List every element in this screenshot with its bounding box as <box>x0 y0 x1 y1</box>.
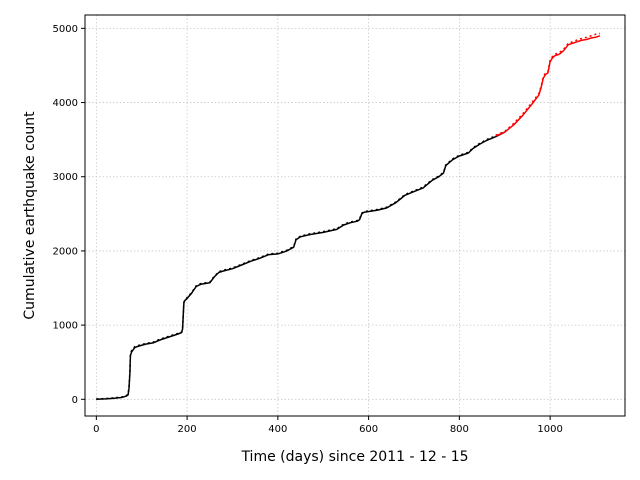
x-tick-label: 0 <box>93 424 99 435</box>
y-tick-label: 3000 <box>53 172 78 183</box>
y-axis-label: Cumulative earthquake count <box>22 111 38 320</box>
series-line-black-dashed <box>96 130 506 400</box>
x-tick-label: 1000 <box>537 424 562 435</box>
series-line-red-dashed <box>495 32 601 136</box>
y-tick-label: 0 <box>72 395 78 406</box>
y-tick-label: 2000 <box>53 246 78 257</box>
x-tick-label: 200 <box>178 424 197 435</box>
x-tick-label: 400 <box>268 424 287 435</box>
x-tick-label: 600 <box>359 424 378 435</box>
x-axis: 0 200 400 600 800 1000 <box>93 416 563 435</box>
x-tick-label: 800 <box>450 424 469 435</box>
y-tick-label: 1000 <box>53 321 78 332</box>
x-axis-label: Time (days) since 2011 - 12 - 15 <box>240 449 468 465</box>
y-tick-label: 4000 <box>53 98 78 109</box>
y-axis: 0 1000 2000 3000 4000 5000 <box>53 24 85 406</box>
grid <box>85 15 625 416</box>
series-line-black-solid <box>96 131 506 401</box>
series-group <box>96 32 601 401</box>
plot-frame <box>84 14 626 417</box>
series-line-red-solid <box>495 35 601 137</box>
y-tick-label: 5000 <box>53 24 78 35</box>
